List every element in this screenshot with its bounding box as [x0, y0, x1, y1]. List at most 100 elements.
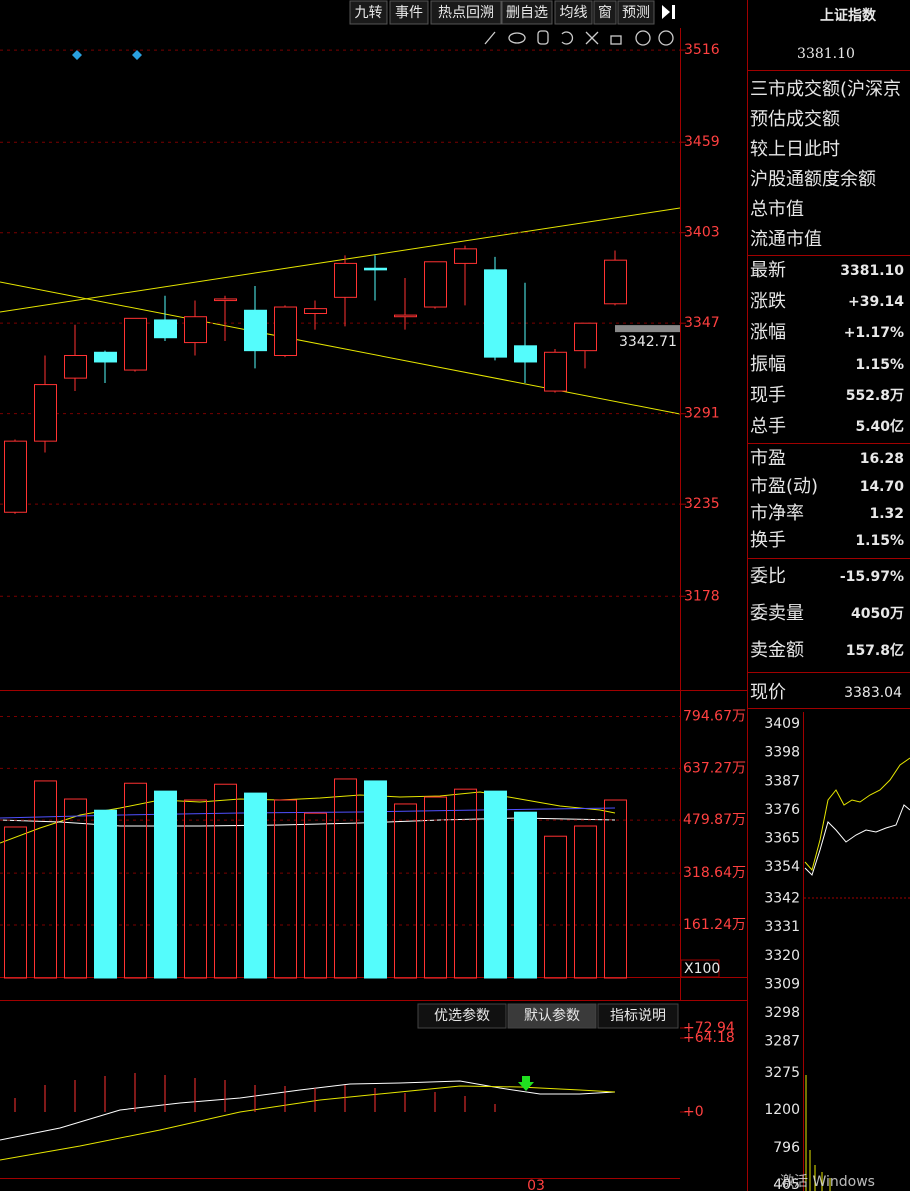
mini-tick: 3298 — [764, 1005, 800, 1021]
volume-bar — [94, 809, 117, 979]
icon-hand — [537, 30, 549, 45]
volume-bar — [214, 783, 237, 979]
mini-tick: 3387 — [764, 773, 800, 789]
mini-tick: 3309 — [764, 976, 800, 992]
tab[interactable]: 指标说明 — [610, 1008, 666, 1024]
icon-pen — [484, 31, 496, 45]
y-tick-label: 794.67万 — [683, 709, 746, 725]
mini-line — [804, 757, 910, 872]
y-tick-label: 3403 — [684, 225, 720, 241]
toolbar-button[interactable]: 均线 — [560, 5, 588, 21]
toolbar-button[interactable]: 预测 — [622, 5, 650, 21]
mini-volume-tick: 405 — [773, 1177, 800, 1191]
toolbar-button[interactable]: 窗 — [598, 4, 612, 21]
y-tick-label: 3235 — [684, 496, 720, 512]
now-value: 3383.04 — [844, 685, 902, 701]
row-value: 552.8万 — [846, 388, 904, 404]
y-tick-label: 3516 — [684, 42, 720, 58]
volume-bar — [394, 803, 417, 979]
row-label: 总手 — [750, 416, 786, 437]
stat-label: 流通市值 — [750, 229, 822, 250]
row-value: 1.15% — [855, 533, 904, 549]
row-label: 最新 — [750, 260, 786, 281]
signal-arrow — [518, 1076, 534, 1091]
volume-bar — [154, 790, 177, 979]
volume-bar — [454, 788, 477, 979]
volume-bar — [364, 780, 387, 979]
mini-volume-tick: 1200 — [764, 1102, 800, 1118]
y-tick-label: 3459 — [684, 134, 720, 150]
row-value: -15.97% — [840, 569, 904, 585]
toolbar-button[interactable]: 热点回溯 — [438, 5, 494, 21]
stat-label: 预估成交额 — [750, 109, 840, 130]
tab[interactable]: 默认参数 — [524, 1007, 580, 1024]
volume-bar — [334, 778, 357, 979]
toolbar-button-bg[interactable] — [593, 0, 617, 25]
volume-bar — [64, 798, 87, 979]
mini-tick: 3320 — [764, 948, 800, 964]
row-value: 1.15% — [855, 357, 904, 373]
mini-tick: 3354 — [764, 859, 800, 875]
toolbar-arrow[interactable] — [662, 5, 675, 19]
candle-body — [604, 259, 627, 305]
y-tick-label: +72.94 — [683, 1020, 735, 1036]
row-label: 委卖量 — [750, 603, 804, 624]
volume-bar — [574, 825, 597, 979]
mini-tick: 3398 — [764, 745, 800, 761]
candle-body — [64, 355, 87, 379]
icon-zoom-out — [658, 30, 674, 46]
row-label: 市盈 — [750, 448, 786, 469]
indicator-line — [0, 1085, 616, 1161]
tab-bg[interactable] — [597, 1003, 679, 1029]
tab[interactable]: 优选参数 — [434, 1007, 490, 1024]
toolbar-button-bg[interactable] — [430, 0, 502, 25]
icon-cut — [585, 31, 599, 45]
event-marker — [72, 50, 142, 60]
row-value: 14.70 — [860, 479, 905, 495]
row-label: 振幅 — [750, 354, 786, 375]
toolbar-button-bg[interactable] — [349, 0, 388, 25]
volume-bar — [4, 826, 27, 979]
mini-tick: 3287 — [764, 1034, 800, 1050]
row-label: 卖金额 — [750, 640, 804, 661]
stat-label: 总市值 — [750, 199, 804, 220]
candle-body — [334, 262, 357, 298]
toolbar-button-bg[interactable] — [389, 0, 429, 25]
toolbar-button-bg[interactable] — [501, 0, 553, 25]
tab-bg[interactable] — [507, 1003, 597, 1029]
row-value: +1.17% — [844, 325, 904, 341]
stat-label: 较上日此时 — [750, 139, 840, 160]
icon-eye — [508, 32, 526, 44]
toolbar-button-bg[interactable] — [617, 0, 655, 25]
candle-body — [34, 384, 57, 442]
row-value: 3381.10 — [840, 263, 904, 279]
volume-bar — [34, 780, 57, 979]
row-value: 157.8亿 — [846, 642, 904, 659]
volume-bar — [514, 811, 537, 979]
y-tick-label: +0 — [683, 1104, 704, 1120]
toolbar-button[interactable]: 删自选 — [506, 5, 548, 21]
candle-body — [244, 309, 267, 352]
volume-bar — [304, 812, 327, 979]
x-tick-label: 03 — [527, 1178, 545, 1191]
volume-bar — [124, 782, 147, 979]
mini-line — [804, 804, 910, 876]
toolbar-button-bg[interactable] — [554, 0, 593, 25]
row-label: 委比 — [750, 566, 786, 587]
y-tick-label: 161.24万 — [683, 917, 746, 933]
row-label: 现手 — [750, 385, 786, 406]
candle-body — [124, 317, 147, 371]
candle-body — [94, 351, 117, 363]
toolbar-button[interactable]: 事件 — [395, 5, 423, 21]
watermark: 激活 Windows — [780, 1173, 875, 1190]
unit-label: X100 — [684, 961, 720, 977]
trend-line — [0, 207, 681, 313]
mini-tick: 3342 — [764, 891, 800, 907]
toolbar-button[interactable]: 九转 — [355, 5, 383, 21]
panel-price: 3381.10 — [797, 46, 855, 62]
candle-body — [304, 308, 327, 314]
tab-bg[interactable] — [417, 1003, 507, 1029]
row-value: 1.32 — [869, 506, 904, 522]
